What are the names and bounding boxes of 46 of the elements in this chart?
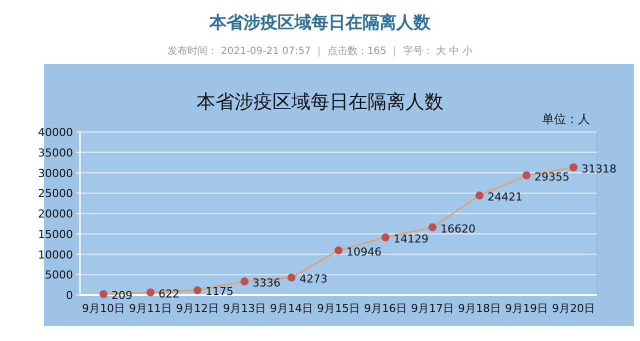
x-tick-label: 9月12日 (176, 302, 219, 315)
x-tick-label: 9月17日 (411, 302, 454, 315)
y-tick-label: 0 (66, 289, 73, 302)
x-tick-label: 9月10日 (82, 302, 125, 315)
data-label: 209 (112, 289, 132, 302)
data-label: 16620 (440, 222, 476, 236)
y-tick-label: 5000 (45, 268, 73, 282)
y-tick-label: 35000 (38, 146, 73, 160)
data-label: 4273 (300, 272, 328, 286)
point (194, 286, 202, 294)
y-tick-label: 40000 (38, 126, 73, 139)
y-tick-label: 10000 (38, 248, 73, 262)
point (428, 223, 436, 232)
data-label: 622 (158, 287, 180, 300)
y-tick-label: 15000 (38, 228, 73, 241)
data-label: 31318 (582, 162, 616, 176)
point (570, 163, 578, 172)
x-tick-label: 9月14日 (270, 302, 313, 315)
x-tick-label: 9月13日 (223, 302, 266, 315)
data-label: 10946 (346, 245, 382, 258)
point (146, 288, 154, 296)
data-label: 14129 (394, 232, 428, 246)
x-tick-label: 9月20日 (552, 302, 595, 315)
point (334, 246, 342, 254)
x-tick-label: 9月15日 (317, 302, 360, 315)
x-tick-label: 9月16日 (364, 302, 407, 315)
point (100, 290, 108, 298)
y-tick-label: 20000 (38, 208, 73, 220)
point (288, 274, 296, 282)
point (382, 233, 390, 242)
data-label: 3336 (252, 276, 280, 290)
text: 发布时间： 2021-09-21 07:57 ｜ 点击数：165 ｜ 字号： 大 中 小 (168, 45, 472, 57)
text: 本省涉疫区域每日在隔离人数 (208, 13, 432, 33)
x-tick-label: 9月18日 (458, 302, 501, 315)
x-tick-label: 9月11日 (129, 302, 172, 315)
point (476, 191, 484, 200)
point (522, 171, 530, 180)
y-tick-label: 30000 (38, 166, 73, 180)
data-label: 29355 (534, 170, 570, 184)
point (240, 277, 248, 286)
data-label: 1175 (206, 285, 234, 298)
data-label: 24421 (488, 190, 522, 204)
y-tick-label: 25000 (38, 187, 73, 200)
y-axis-title: 单位：人 (542, 112, 590, 126)
chart-title: 本省涉疫区域每日在隔离人数 (196, 91, 444, 113)
x-tick-label: 9月19日 (505, 302, 548, 315)
